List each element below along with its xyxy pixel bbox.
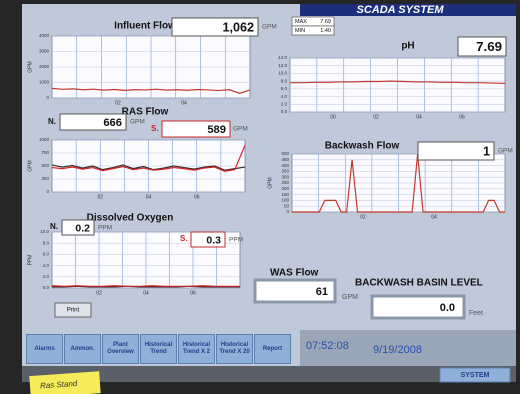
basin-title: BACKWASH BASIN LEVEL [355,278,483,289]
y-tick-label: 750 [41,150,49,155]
y-tick-label: 400 [281,163,289,168]
y-tick-label: 250 [281,180,289,185]
y-unit: GPM [27,160,33,171]
y-tick-label: 0.0 [43,285,50,290]
system-label: SYSTEM [461,372,490,379]
readout-unit: PPM [229,237,243,244]
basin-unit: Feet [469,310,483,317]
readout-value: 0.2 [75,222,90,234]
y-tick-label: 6.0 [281,86,288,91]
x-tick-label: 02 [96,290,102,296]
y-tick-label: 300 [281,174,289,179]
print-label: Print [67,308,80,314]
basin-value: 0.0 [440,302,455,314]
y-tick-label: 50 [284,203,290,208]
y-tick-label: 200 [281,186,289,191]
clock-date: 9/19/2008 [373,344,422,356]
y-unit: GPM [27,61,33,72]
y-tick-label: 450 [281,157,289,162]
y-tick-label: 3000 [39,49,50,54]
y-tick-label: 4.0 [281,94,288,99]
readout-label: N. [50,222,58,231]
readout-unit: GPM [498,148,513,155]
panel-title: RAS Flow [122,107,169,118]
x-tick-label: 06 [190,290,196,296]
y-tick-label: 250 [41,176,49,181]
stat-value: 1.40 [320,28,331,34]
y-tick-label: 8.0 [281,78,288,83]
page: SCADA trends { "header": {"title": "SCAD… [0,0,520,394]
x-tick-label: 04 [416,114,422,120]
y-tick-label: 4000 [39,33,50,38]
readout-unit: GPM [233,126,248,133]
y-tick-label: 0.0 [281,109,288,114]
readout-value: 0.3 [206,234,221,246]
readout-value: 1,062 [222,20,254,34]
y-tick-label: 10.0 [40,229,49,234]
y-tick-label: 12.0 [278,63,287,68]
nav-button[interactable]: Report [254,334,291,364]
stat-label: MIN [295,28,305,34]
y-tick-label: 2.0 [43,274,50,279]
stat-value: 7.69 [320,19,331,25]
x-tick-label: 06 [459,114,465,120]
y-tick-label: 1000 [39,137,50,142]
x-tick-label: 00 [330,114,336,120]
body: SCADA SYSTEM SYSTEM Ras Stand Influent F… [0,0,520,394]
readout-label: S. [151,124,159,133]
readout-unit: GPM [262,24,277,31]
y-tick-label: 2000 [39,64,50,69]
y-tick-label: 6.0 [43,252,50,257]
was-value: 61 [316,286,328,298]
nav-button[interactable]: Ammon. [64,334,101,364]
x-tick-label: 04 [146,194,152,200]
y-tick-label: 4.0 [43,263,50,268]
x-tick-label: 04 [143,290,149,296]
x-tick-label: 04 [431,214,437,220]
y-unit: PPM [27,255,33,266]
readout-value: 589 [207,124,226,136]
readout-unit: PPM [98,225,112,232]
x-tick-label: 02 [373,114,379,120]
x-tick-label: 02 [97,194,103,200]
readout-value: 1 [483,144,490,158]
header-title: SCADA SYSTEM [357,4,445,16]
nav-button[interactable]: Alarms [26,334,63,364]
nav-button[interactable]: Historical Trend [140,334,177,364]
x-tick-label: 06 [194,194,200,200]
y-tick-label: 100 [281,198,289,203]
y-unit: GPM [267,177,273,188]
y-tick-label: 8.0 [43,240,50,245]
y-tick-label: 1000 [39,80,50,85]
trend-line [52,286,240,287]
y-tick-label: 150 [281,192,289,197]
readout-label: S. [180,234,188,243]
was-title: WAS Flow [270,268,319,279]
panel-title: Backwash Flow [325,141,400,152]
y-tick-label: 500 [41,163,49,168]
x-tick-label: 02 [115,100,121,106]
nav-button[interactable]: Historical Trend X 2 [178,334,215,364]
x-tick-label: 04 [181,100,187,106]
y-tick-label: 14.0 [278,55,287,60]
nav-button[interactable]: Historical Trend X 20 [216,334,253,364]
x-tick-label: 02 [360,214,366,220]
y-tick-label: 2.0 [281,101,288,106]
readout-value: 7.69 [476,39,502,54]
panel-title: Influent Flow [114,21,176,32]
stat-label: MAX [295,19,307,25]
readout-label: N. [48,117,56,126]
panel-title: pH [401,41,414,52]
readout-value: 666 [103,117,122,129]
y-tick-label: 500 [281,151,289,156]
y-tick-label: 10.0 [278,71,287,76]
clock-time: 07:52:08 [306,340,349,352]
panel-title: Dissolved Oxygen [87,213,174,224]
y-tick-label: 350 [281,169,289,174]
readout-unit: GPM [130,119,145,126]
was-unit: GPM [342,294,358,301]
nav-button[interactable]: Plant Overview [102,334,139,364]
